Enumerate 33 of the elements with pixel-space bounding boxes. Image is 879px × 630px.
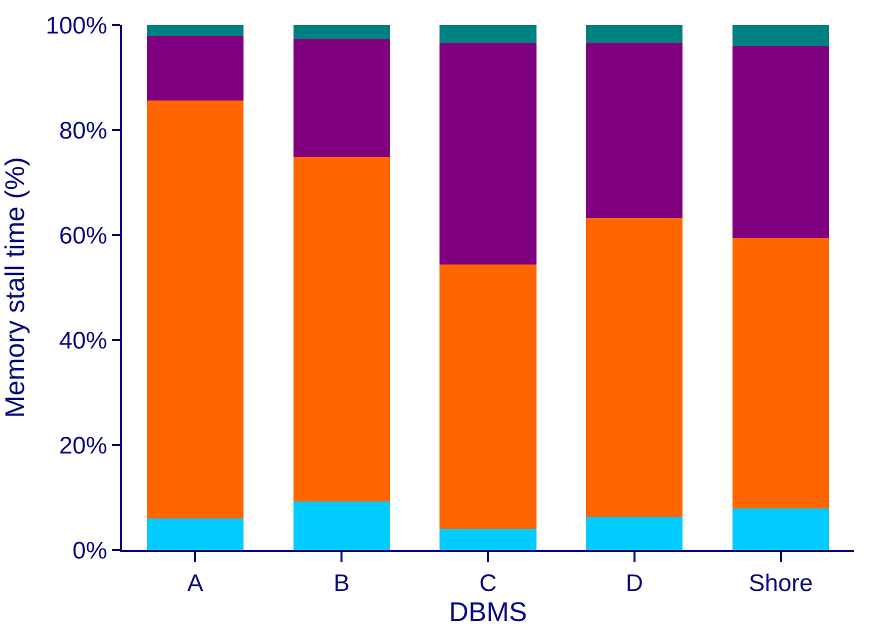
y-axis-title: Memory stall time (%) [0,156,30,418]
bar [293,39,390,157]
bar [293,25,390,40]
bar [732,238,830,509]
bar [586,218,683,517]
y-tick-label: 0% [72,537,108,564]
y-tick-label: 40% [59,327,108,354]
x-tick-label: A [187,570,204,597]
bar [146,100,244,518]
bar [732,46,830,238]
bar [440,264,536,529]
y-tick-label: 100% [46,12,108,40]
bar [732,508,830,550]
x-tick-label: B [334,570,350,597]
bar [586,516,683,550]
bar [732,25,830,46]
bar [440,42,536,264]
x-axis-title: DBMS [448,596,528,627]
x-tick-label: Shore [748,570,813,597]
bar [440,529,536,550]
bar [586,25,683,43]
bar [293,502,390,550]
y-tick-label: 20% [59,432,108,460]
bar [440,25,536,43]
bar [146,36,244,101]
x-tick-label: C [479,570,497,597]
bar [586,42,683,218]
bar [293,156,390,502]
x-tick-label: D [626,570,644,597]
bar [146,25,244,36]
y-tick-label: 60% [59,222,108,250]
y-tick-label: 80% [59,117,108,144]
bar [146,518,244,550]
